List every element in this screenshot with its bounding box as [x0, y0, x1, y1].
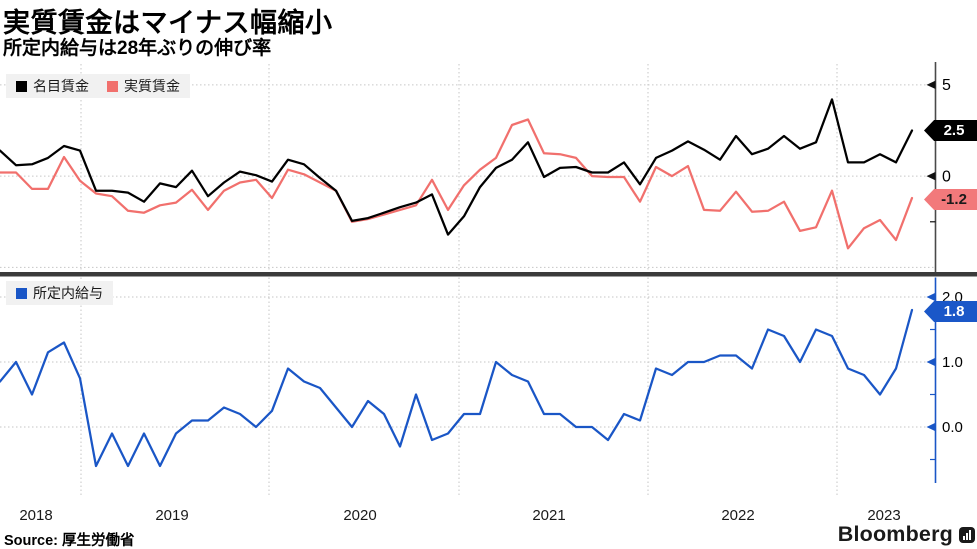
svg-text:2023: 2023	[867, 507, 900, 524]
source-line: Source: 厚生労働省	[4, 529, 135, 549]
source-label: Source:	[4, 533, 58, 549]
legend-item-scheduled: 所定内給与	[16, 283, 103, 303]
svg-text:2019: 2019	[155, 507, 188, 524]
page-title: 実質賃金はマイナス幅縮小	[3, 8, 333, 38]
scheduled-series-label: 所定内給与	[33, 285, 103, 301]
legend-bottom-panel: 所定内給与	[6, 281, 113, 305]
end-value-badge-nominal: 2.5	[924, 120, 977, 141]
legend-item-real: 実質賃金	[107, 76, 180, 96]
page-subtitle: 所定内給与は28年ぶりの伸び率	[3, 38, 272, 59]
real-series-label: 実質賃金	[124, 78, 180, 94]
nominal-series-swatch	[16, 80, 27, 92]
svg-text:2021: 2021	[532, 507, 565, 524]
bloomberg-brand: Bloomberg	[838, 522, 975, 547]
svg-text:0.0: 0.0	[942, 419, 963, 436]
svg-text:5: 5	[942, 77, 951, 94]
svg-text:1.0: 1.0	[942, 354, 963, 371]
source-value: 厚生労働省	[62, 533, 135, 549]
real-series-swatch	[107, 80, 118, 92]
svg-text:2022: 2022	[721, 507, 754, 524]
end-value-badge-real: -1.2	[924, 189, 977, 210]
bloomberg-logo-icon	[959, 526, 975, 543]
scheduled-series-swatch	[16, 287, 27, 299]
svg-text:2018: 2018	[19, 507, 52, 524]
nominal-series-label: 名目賃金	[33, 78, 89, 94]
svg-text:2020: 2020	[343, 507, 376, 524]
legend-item-nominal: 名目賃金	[16, 76, 89, 96]
legend-top-panel: 名目賃金 実質賃金	[6, 74, 190, 98]
end-value-badge-scheduled: 1.8	[924, 301, 977, 322]
bloomberg-wordmark: Bloomberg	[837, 522, 953, 546]
svg-text:0: 0	[942, 168, 951, 185]
